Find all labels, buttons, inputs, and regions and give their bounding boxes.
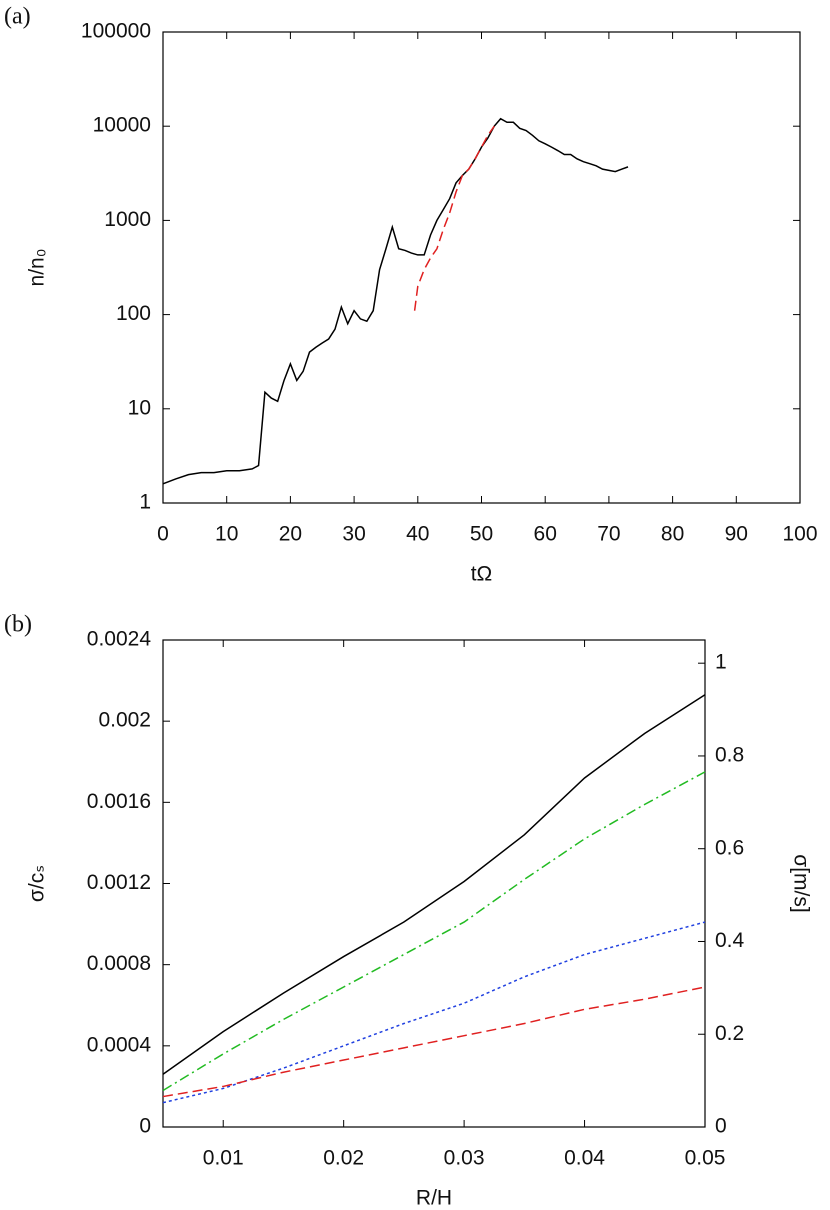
y-tick-label: 0.0004 — [87, 1033, 152, 1056]
data-line — [162, 117, 629, 485]
y-tick-label: 0.0016 — [87, 790, 151, 813]
y-tick-label: 100000 — [81, 20, 151, 43]
y-tick-label: 10 — [128, 396, 151, 419]
plot-frame — [162, 31, 801, 504]
x-tick-label: 20 — [279, 523, 302, 546]
y2-tick-label: 0.8 — [715, 743, 744, 766]
y2-tick-label: 0.2 — [715, 1022, 744, 1045]
y2-axis-label: σ[m/s] — [789, 854, 812, 912]
y2-tick-label: 0.4 — [715, 929, 745, 952]
x-tick-label: 80 — [661, 523, 684, 546]
x-tick-label: 100 — [782, 523, 817, 546]
data-line — [413, 125, 495, 311]
panel-label: (b) — [4, 612, 32, 638]
x-tick-label: 0.05 — [685, 1147, 726, 1170]
y-tick-label: 1000 — [104, 208, 151, 231]
x-tick-label: 0.01 — [203, 1147, 244, 1170]
panel-label: (a) — [4, 4, 31, 30]
y-axis-label: σ/cₛ — [26, 865, 49, 902]
y-tick-label: 0.0008 — [87, 952, 151, 975]
data-line — [162, 771, 706, 1092]
y2-tick-label: 1 — [715, 651, 727, 674]
x-tick-label: 40 — [406, 523, 429, 546]
x-tick-label: 60 — [534, 523, 557, 546]
x-axis-label: R/H — [416, 1187, 452, 1210]
x-tick-label: 10 — [215, 523, 238, 546]
x-tick-label: 70 — [597, 523, 620, 546]
x-tick-label: 50 — [470, 523, 493, 546]
y-tick-label: 0.002 — [98, 709, 151, 732]
y-tick-label: 100 — [116, 302, 151, 325]
x-tick-label: 90 — [725, 523, 748, 546]
y-tick-label: 0 — [139, 1115, 151, 1138]
y-tick-label: 0.0024 — [87, 628, 152, 651]
x-axis-label: tΩ — [471, 563, 493, 586]
x-tick-label: 0.03 — [444, 1147, 485, 1170]
y-tick-label: 10000 — [93, 114, 151, 137]
y-axis-label: n/n₀ — [26, 249, 49, 287]
data-line — [162, 694, 706, 1075]
y-tick-label: 1 — [139, 491, 151, 514]
y2-tick-label: 0 — [715, 1115, 727, 1138]
x-tick-label: 0 — [157, 523, 169, 546]
x-tick-label: 0.04 — [564, 1147, 605, 1170]
y2-tick-label: 0.6 — [715, 836, 744, 859]
x-tick-label: 0.02 — [323, 1147, 364, 1170]
plot-frame — [162, 639, 706, 1128]
data-line — [162, 986, 706, 1098]
x-tick-label: 30 — [342, 523, 365, 546]
y-tick-label: 0.0012 — [87, 871, 151, 894]
data-line — [162, 921, 706, 1104]
